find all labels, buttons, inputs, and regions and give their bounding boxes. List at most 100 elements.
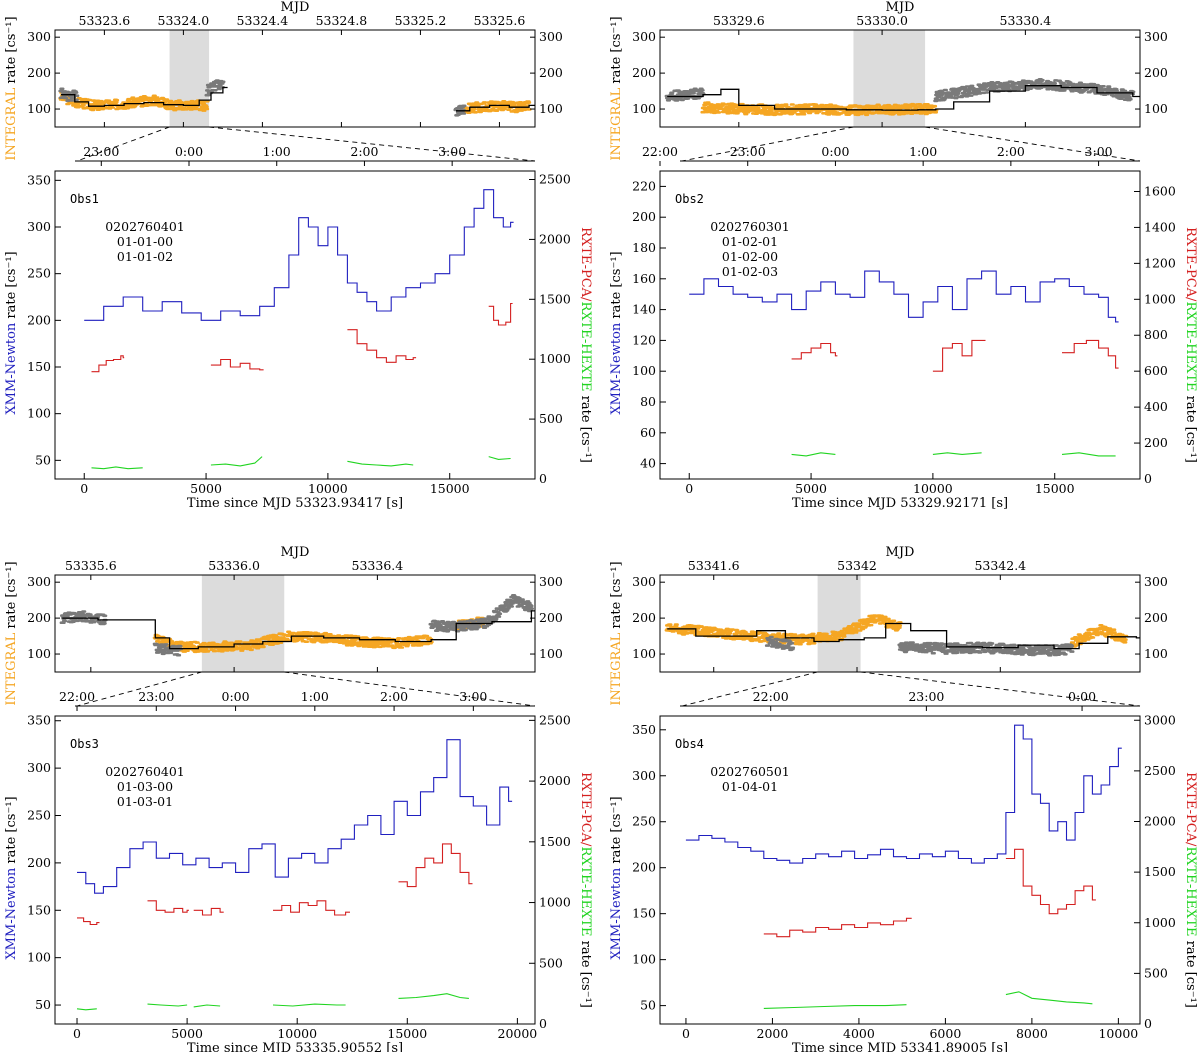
top-ytick-label-right: 300: [539, 29, 563, 44]
top-ylabel: INTEGRAL rate [cs⁻¹]: [4, 561, 19, 705]
bottom-axes-frame: [54, 715, 536, 1025]
top-axes-frame: [54, 29, 536, 128]
integral-rate-label: rate [cs⁻¹]: [4, 16, 19, 87]
utc-tick-label: 1:00: [301, 689, 329, 704]
utc-tick-label: 2:00: [350, 144, 378, 159]
hexte-light-curve-0: [763, 1004, 907, 1009]
utc-tick-label: 0:00: [821, 144, 849, 159]
xmm-label: XMM-Newton: [609, 867, 624, 960]
integral-label: INTEGRAL: [609, 632, 624, 705]
bottom-ylabel: XMM-Newton rate [cs⁻¹]: [4, 796, 19, 959]
ytick-label: 200: [27, 855, 51, 870]
x-axis-title: Time since MJD 53335.90552 [s]: [187, 1041, 403, 1052]
xtick-label: 10000: [277, 1026, 317, 1041]
panel-obs2: 100 100 200 200 300 300 53329.6 53330.0 53330.4 M…: [609, 0, 1198, 511]
ytick-label: 100: [632, 952, 656, 967]
mjd-tick-label: 53330.0: [856, 13, 908, 28]
panel-obs1: 100 100 200 200 300 300 53323.6 53324.0 53324.4 5…: [4, 0, 593, 511]
hexte-light-curve-0: [91, 466, 143, 470]
xmm-label: XMM-Newton: [609, 322, 624, 415]
integral-label: INTEGRAL: [4, 87, 19, 160]
y2tick-label: 1500: [539, 834, 571, 849]
ytick-label: 300: [632, 768, 656, 783]
ytick-label: 350: [27, 172, 51, 187]
xtick-label: 5000: [795, 481, 827, 496]
mjd-tick-label: 53330.4: [1000, 13, 1052, 28]
y2tick-label: 1000: [539, 351, 571, 366]
mjd-tick-label: 53324.4: [237, 13, 289, 28]
xmm-label: XMM-Newton: [4, 322, 19, 415]
y2tick-label: 1000: [1144, 291, 1176, 306]
obsid-label: 01-01-00: [117, 234, 173, 249]
top-ytick-label-right: 200: [1144, 65, 1168, 80]
ytick-label: 160: [632, 271, 656, 286]
zoom-connector-left: [681, 126, 854, 162]
ytick-label: 200: [27, 312, 51, 327]
y2tick-label: 0: [539, 471, 547, 486]
y2tick-label: 400: [1144, 399, 1168, 414]
zoom-connector-left: [76, 671, 202, 707]
integral-step-line: [60, 86, 228, 107]
zoom-connector-right: [925, 126, 1141, 162]
ytick-label: 350: [27, 713, 51, 728]
mjd-tick-label: 53342: [837, 558, 877, 573]
mjd-axis-title: MJD: [886, 545, 915, 560]
bottom-y2label: RXTE-PCA/RXTE-HEXTE rate [cs⁻¹]: [1183, 227, 1198, 463]
pca-label: RXTE-PCA/: [578, 772, 593, 847]
xmm-light-curve: [77, 739, 513, 894]
integral-points-0: [700, 101, 939, 117]
obs-label: Obs1: [70, 192, 99, 206]
integral-gray-points-0: [664, 87, 706, 102]
pca-light-curve-0: [77, 917, 100, 926]
integral-data: [59, 594, 535, 657]
ytick-label: 50: [35, 452, 51, 467]
hexte-label: RXTE-HEXTE: [1183, 301, 1198, 391]
utc-tick-label: 3:00: [1085, 144, 1113, 159]
pca-light-curve-3: [273, 900, 350, 916]
top-ytick-label: 300: [632, 29, 656, 44]
obsid-label: 01-02-01: [722, 234, 778, 249]
ytick-label: 80: [640, 394, 656, 409]
integral-label: INTEGRAL: [4, 632, 19, 705]
mjd-tick-label: 53324.0: [158, 13, 210, 28]
xtick-label: 15000: [430, 481, 470, 496]
utc-tick-label: 3:00: [438, 144, 466, 159]
xmm-window-shade: [169, 30, 210, 127]
bottom-data: [84, 189, 514, 470]
obsid-label: 01-03-00: [117, 779, 173, 794]
pca-light-curve-0: [791, 342, 838, 360]
utc-tick-label: 2:00: [997, 144, 1025, 159]
ytick-label: 200: [632, 209, 656, 224]
pca-light-curve-3: [488, 302, 513, 326]
xmm-rate-label: rate [cs⁻¹]: [609, 251, 624, 322]
top-axes-frame: [659, 574, 1141, 673]
zoom-connector-right: [860, 671, 1141, 707]
top-ytick-label: 100: [632, 101, 656, 116]
obsid-label: 01-03-01: [117, 794, 173, 809]
xtick-label: 10000: [1098, 1026, 1138, 1041]
ytick-label: 200: [632, 860, 656, 875]
top-ylabel: INTEGRAL rate [cs⁻¹]: [609, 16, 624, 160]
top-ytick-label: 200: [632, 610, 656, 625]
mjd-axis-title: MJD: [886, 0, 915, 15]
y2tick-label: 2000: [539, 773, 571, 788]
rxte-rate-label: rate [cs⁻¹]: [1183, 392, 1198, 463]
integral-gray-points-2: [428, 594, 534, 633]
pca-light-curve-1: [1005, 848, 1096, 915]
y2tick-label: 1000: [539, 895, 571, 910]
ytick-label: 250: [27, 266, 51, 281]
ytick-label: 300: [27, 219, 51, 234]
y2tick-label: 800: [1144, 327, 1168, 342]
xmm-rate-label: rate [cs⁻¹]: [609, 796, 624, 867]
hexte-label: RXTE-HEXTE: [1183, 846, 1198, 936]
top-ytick-label-right: 100: [539, 101, 563, 116]
pca-label: RXTE-PCA/: [1183, 772, 1198, 847]
top-ylabel: INTEGRAL rate [cs⁻¹]: [609, 561, 624, 705]
top-ytick-label: 100: [27, 646, 51, 661]
pca-light-curve-1: [147, 900, 189, 913]
xtick-label: 10000: [308, 481, 348, 496]
integral-gray-points-1: [897, 641, 1075, 657]
xmm-label: XMM-Newton: [4, 867, 19, 960]
hexte-light-curve-3: [488, 456, 511, 460]
xtick-label: 5000: [190, 481, 222, 496]
